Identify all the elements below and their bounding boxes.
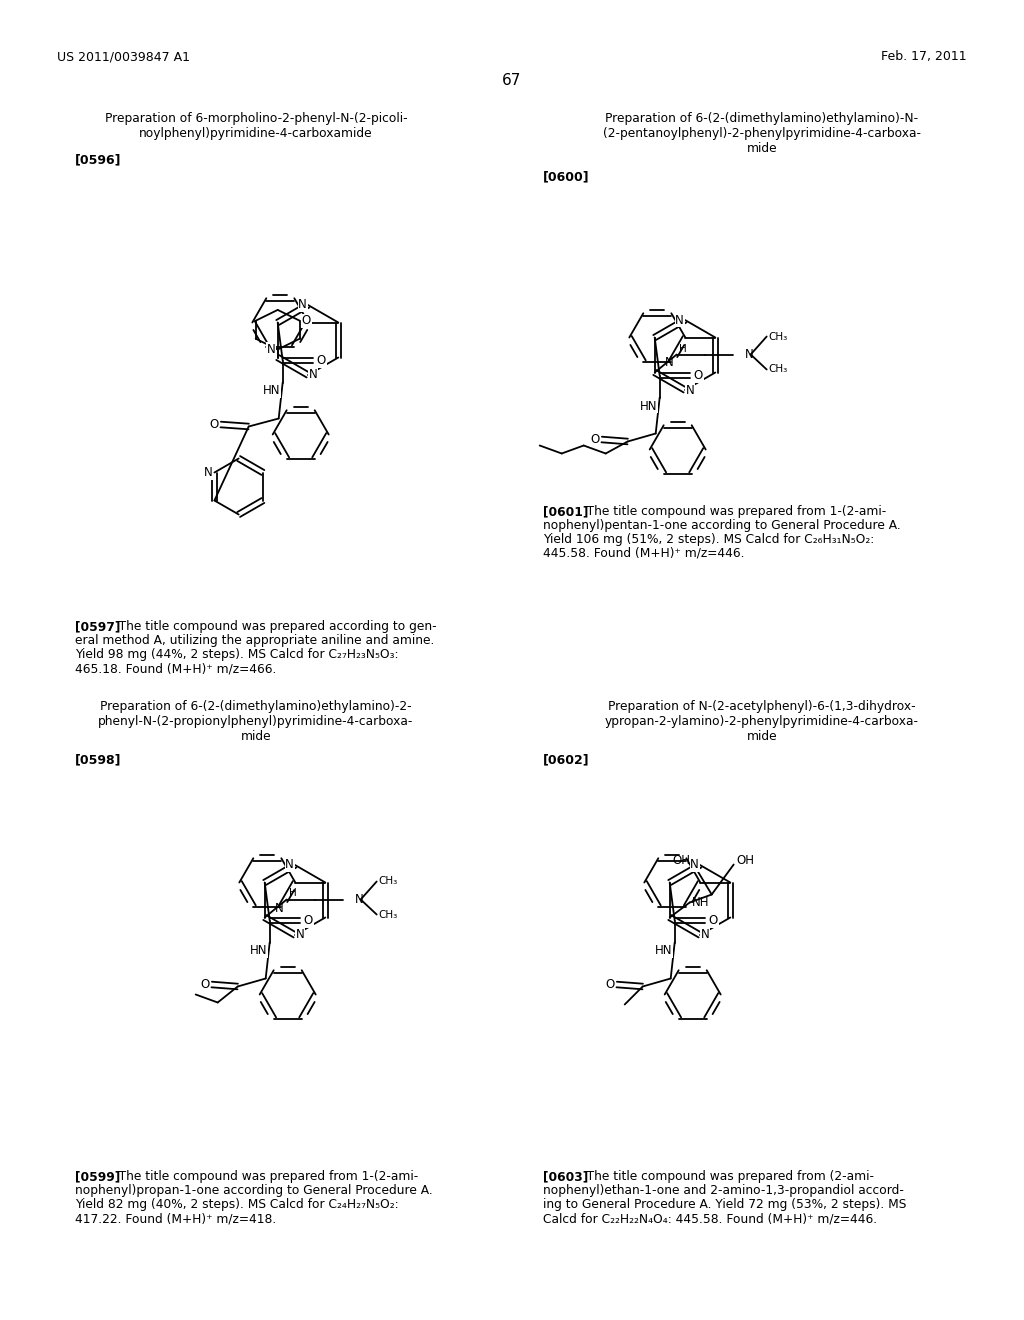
Text: The title compound was prepared from 1-(2-ami-: The title compound was prepared from 1-(… xyxy=(574,506,886,517)
Text: CH₃: CH₃ xyxy=(769,331,787,342)
Text: ing to General Procedure A. Yield 72 mg (53%, 2 steps). MS: ing to General Procedure A. Yield 72 mg … xyxy=(543,1199,906,1210)
Text: O: O xyxy=(316,354,326,367)
Text: N: N xyxy=(690,858,699,871)
Text: The title compound was prepared from (2-ami-: The title compound was prepared from (2-… xyxy=(574,1170,873,1183)
Text: O: O xyxy=(304,913,313,927)
Text: N: N xyxy=(298,298,307,312)
Text: Yield 98 mg (44%, 2 steps). MS Calcd for C₂₇H₂₃N₅O₃:: Yield 98 mg (44%, 2 steps). MS Calcd for… xyxy=(75,648,398,661)
Text: O: O xyxy=(605,978,614,991)
Text: CH₃: CH₃ xyxy=(379,909,398,920)
Text: O: O xyxy=(591,433,600,446)
Text: 67: 67 xyxy=(503,73,521,88)
Text: phenyl-N-(2-propionylphenyl)pyrimidine-4-carboxa-: phenyl-N-(2-propionylphenyl)pyrimidine-4… xyxy=(98,715,414,729)
Text: HN: HN xyxy=(263,384,281,397)
Text: HN: HN xyxy=(655,945,673,957)
Text: The title compound was prepared according to gen-: The title compound was prepared accordin… xyxy=(106,620,436,634)
Text: O: O xyxy=(201,978,210,991)
Text: [0602]: [0602] xyxy=(543,752,590,766)
Text: N: N xyxy=(686,384,694,396)
Text: [0596]: [0596] xyxy=(75,153,122,166)
Text: (2-pentanoylphenyl)-2-phenylpyrimidine-4-carboxa-: (2-pentanoylphenyl)-2-phenylpyrimidine-4… xyxy=(603,127,921,140)
Text: CH₃: CH₃ xyxy=(379,876,398,887)
Text: Yield 82 mg (40%, 2 steps). MS Calcd for C₂₄H₂₇N₅O₂:: Yield 82 mg (40%, 2 steps). MS Calcd for… xyxy=(75,1199,398,1210)
Text: Preparation of N-(2-acetylphenyl)-6-(1,3-dihydrox-: Preparation of N-(2-acetylphenyl)-6-(1,3… xyxy=(608,700,915,713)
Text: OH: OH xyxy=(736,854,755,866)
Text: NH: NH xyxy=(691,896,710,909)
Text: N: N xyxy=(267,343,275,356)
Text: OH: OH xyxy=(673,854,691,866)
Text: N: N xyxy=(204,466,212,479)
Text: mide: mide xyxy=(746,143,777,154)
Text: N: N xyxy=(354,894,364,906)
Text: O: O xyxy=(302,314,311,327)
Text: O: O xyxy=(709,913,718,927)
Text: 445.58. Found (M+H)⁺ m/z=446.: 445.58. Found (M+H)⁺ m/z=446. xyxy=(543,546,744,560)
Text: [0597]: [0597] xyxy=(75,620,121,634)
Text: mide: mide xyxy=(241,730,271,743)
Text: Feb. 17, 2011: Feb. 17, 2011 xyxy=(882,50,967,63)
Text: O: O xyxy=(210,418,219,432)
Text: N: N xyxy=(286,858,294,871)
Text: N: N xyxy=(274,902,284,915)
Text: N: N xyxy=(675,314,684,326)
Text: [0601]: [0601] xyxy=(543,506,589,517)
Text: ypropan-2-ylamino)-2-phenylpyrimidine-4-carboxa-: ypropan-2-ylamino)-2-phenylpyrimidine-4-… xyxy=(605,715,919,729)
Text: O: O xyxy=(693,370,702,381)
Text: noylphenyl)pyrimidine-4-carboxamide: noylphenyl)pyrimidine-4-carboxamide xyxy=(139,127,373,140)
Text: N: N xyxy=(701,928,710,941)
Text: Yield 106 mg (51%, 2 steps). MS Calcd for C₂₆H₃₁N₅O₂:: Yield 106 mg (51%, 2 steps). MS Calcd fo… xyxy=(543,533,874,546)
Text: Preparation of 6-(2-(dimethylamino)ethylamino)-2-: Preparation of 6-(2-(dimethylamino)ethyl… xyxy=(100,700,412,713)
Text: nophenyl)pentan-1-one according to General Procedure A.: nophenyl)pentan-1-one according to Gener… xyxy=(543,519,901,532)
Text: Preparation of 6-morpholino-2-phenyl-N-(2-picoli-: Preparation of 6-morpholino-2-phenyl-N-(… xyxy=(104,112,408,125)
Text: nophenyl)propan-1-one according to General Procedure A.: nophenyl)propan-1-one according to Gener… xyxy=(75,1184,433,1197)
Text: US 2011/0039847 A1: US 2011/0039847 A1 xyxy=(57,50,190,63)
Text: H: H xyxy=(289,887,296,898)
Text: nophenyl)ethan-1-one and 2-amino-1,3-propandiol accord-: nophenyl)ethan-1-one and 2-amino-1,3-pro… xyxy=(543,1184,904,1197)
Text: CH₃: CH₃ xyxy=(769,364,787,375)
Text: [0603]: [0603] xyxy=(543,1170,588,1183)
Text: N: N xyxy=(665,356,674,370)
Text: [0598]: [0598] xyxy=(75,752,122,766)
Text: Calcd for C₂₂H₂₂N₄O₄: 445.58. Found (M+H)⁺ m/z=446.: Calcd for C₂₂H₂₂N₄O₄: 445.58. Found (M+H… xyxy=(543,1212,878,1225)
Text: N: N xyxy=(296,928,305,941)
Text: [0599]: [0599] xyxy=(75,1170,120,1183)
Text: 417.22. Found (M+H)⁺ m/z=418.: 417.22. Found (M+H)⁺ m/z=418. xyxy=(75,1212,276,1225)
Text: eral method A, utilizing the appropriate aniline and amine.: eral method A, utilizing the appropriate… xyxy=(75,634,434,647)
Text: Preparation of 6-(2-(dimethylamino)ethylamino)-N-: Preparation of 6-(2-(dimethylamino)ethyl… xyxy=(605,112,919,125)
Text: HN: HN xyxy=(640,400,657,412)
Text: H: H xyxy=(679,343,686,354)
Text: HN: HN xyxy=(250,945,267,957)
Text: N: N xyxy=(309,368,317,381)
Text: 465.18. Found (M+H)⁺ m/z=466.: 465.18. Found (M+H)⁺ m/z=466. xyxy=(75,663,276,675)
Text: The title compound was prepared from 1-(2-ami-: The title compound was prepared from 1-(… xyxy=(106,1170,418,1183)
Text: [0600]: [0600] xyxy=(543,170,590,183)
Text: mide: mide xyxy=(746,730,777,743)
Text: N: N xyxy=(744,348,754,360)
